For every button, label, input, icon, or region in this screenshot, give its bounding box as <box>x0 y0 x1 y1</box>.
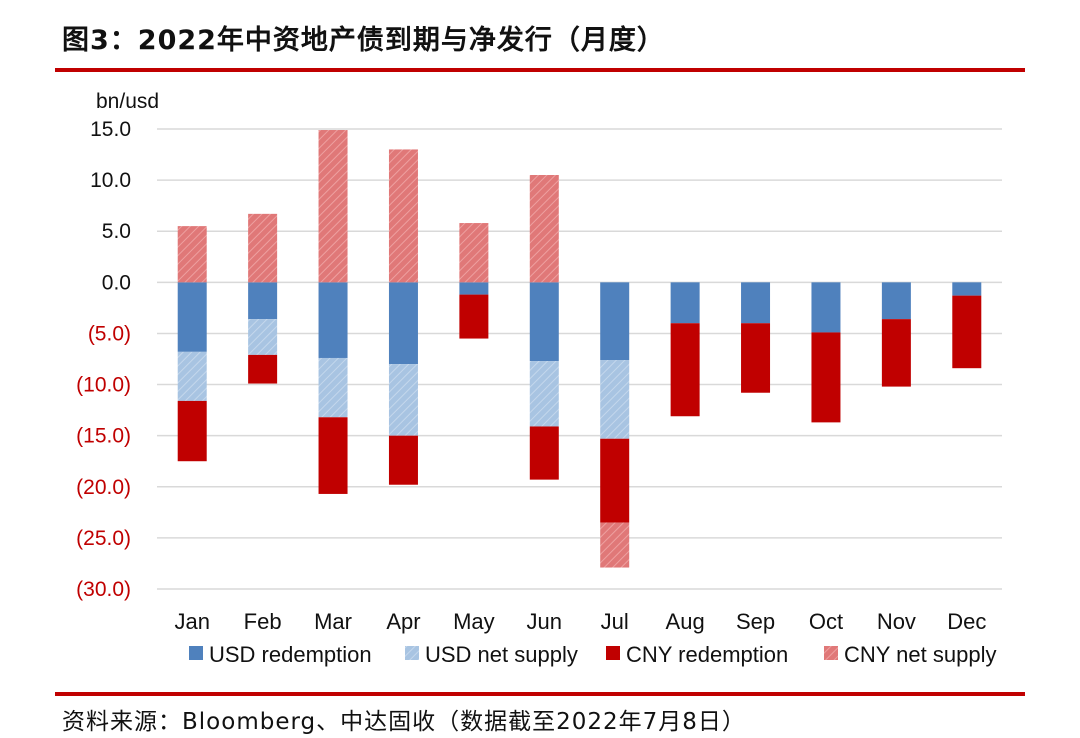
bar-cny-net-supply <box>177 226 207 283</box>
bar-usd-redemption <box>248 282 278 320</box>
y-tick-label: 15.0 <box>90 118 131 141</box>
x-tick-label: Feb <box>244 609 282 634</box>
bar-cny-redemption <box>248 354 278 384</box>
bar-usd-redemption <box>318 282 348 358</box>
bar-usd-redemption <box>741 282 771 324</box>
source-note: 资料来源：Bloomberg、中达固收（数据截至2022年7月8日） <box>62 709 746 735</box>
top-rule <box>55 68 1025 72</box>
bar-usd-redemption <box>600 282 630 361</box>
x-tick-label: Jan <box>174 609 209 634</box>
legend-swatch <box>824 646 838 660</box>
bar-cny-redemption <box>811 332 841 423</box>
bar-usd-net-supply <box>318 357 348 418</box>
x-tick-label: Sep <box>736 609 775 634</box>
bar-cny-redemption <box>388 435 418 485</box>
bar-usd-redemption <box>177 282 207 352</box>
x-tick-label: Jul <box>601 609 629 634</box>
legend-label: CNY redemption <box>626 642 788 667</box>
legend-swatch <box>606 646 620 660</box>
bar-cny-net-supply <box>529 175 559 283</box>
x-tick-label: Aug <box>666 609 705 634</box>
bar-cny-net-supply <box>318 130 348 283</box>
bar-usd-redemption <box>670 282 700 324</box>
bar-usd-net-supply <box>177 351 207 401</box>
bar-cny-redemption <box>177 400 207 462</box>
legend-label: USD redemption <box>209 642 372 667</box>
legend-label: USD net supply <box>425 642 578 667</box>
legend-swatch <box>405 646 419 660</box>
bottom-rule <box>55 692 1025 696</box>
stacked-bar-chart: bn/usd 15.0 10.0 5.0 0.0 (5.0) (10.0) (15.0) (2… <box>76 90 1002 667</box>
x-tick-label: Apr <box>386 609 420 634</box>
y-tick-label: 10.0 <box>90 169 131 192</box>
y-tick-label: (25.0) <box>76 527 131 550</box>
x-tick-label: Dec <box>947 609 986 634</box>
legend-label: CNY net supply <box>844 642 996 667</box>
bar-usd-redemption <box>811 282 841 333</box>
bar-usd-redemption <box>459 282 489 295</box>
x-tick-label: May <box>453 609 495 634</box>
gridlines <box>157 128 1002 590</box>
bar-usd-net-supply <box>600 360 630 439</box>
bar-cny-redemption <box>670 323 700 417</box>
bar-cny-redemption <box>741 323 771 393</box>
bar-cny-net-supply <box>600 522 630 568</box>
x-tick-label: Jun <box>527 609 562 634</box>
y-tick-label: 5.0 <box>102 220 131 243</box>
bar-cny-redemption <box>952 295 982 369</box>
bar-usd-net-supply <box>248 319 278 355</box>
bar-cny-redemption <box>318 417 348 494</box>
bar-usd-redemption <box>529 282 559 362</box>
bar-usd-redemption <box>881 282 911 320</box>
figure-title: 图3：2022年中资地产债到期与净发行（月度） <box>62 25 665 56</box>
bar-cny-net-supply <box>248 213 278 283</box>
bars <box>177 130 982 568</box>
legend: USD redemption USD net supply CNY redempti… <box>189 642 996 667</box>
x-tick-labels: Jan Feb Mar Apr May Jun Jul Aug Sep Oct Nov Dec <box>174 609 986 634</box>
y-tick-label: (20.0) <box>76 476 131 499</box>
y-tick-label: (30.0) <box>76 578 131 601</box>
bar-cny-redemption <box>881 319 911 387</box>
x-tick-label: Oct <box>809 609 843 634</box>
bar-usd-net-supply <box>529 361 559 427</box>
x-tick-label: Mar <box>314 609 352 634</box>
bar-cny-redemption <box>529 426 559 480</box>
y-tick-label: (15.0) <box>76 425 131 448</box>
legend-swatch <box>189 646 203 660</box>
bar-usd-redemption <box>952 282 982 296</box>
y-tick-labels: 15.0 10.0 5.0 0.0 (5.0) (10.0) (15.0) (20.0) (25… <box>76 118 131 601</box>
bar-cny-redemption <box>459 294 489 339</box>
bar-cny-net-supply <box>459 223 489 283</box>
bar-usd-redemption <box>388 282 418 365</box>
y-tick-label: 0.0 <box>102 271 131 294</box>
bar-cny-net-supply <box>388 149 418 283</box>
y-tick-label: (10.0) <box>76 374 131 397</box>
y-tick-label: (5.0) <box>88 322 131 345</box>
bar-cny-redemption <box>600 438 630 523</box>
bar-usd-net-supply <box>388 364 418 436</box>
x-tick-label: Nov <box>877 609 916 634</box>
y-axis-unit-label: bn/usd <box>96 90 159 113</box>
